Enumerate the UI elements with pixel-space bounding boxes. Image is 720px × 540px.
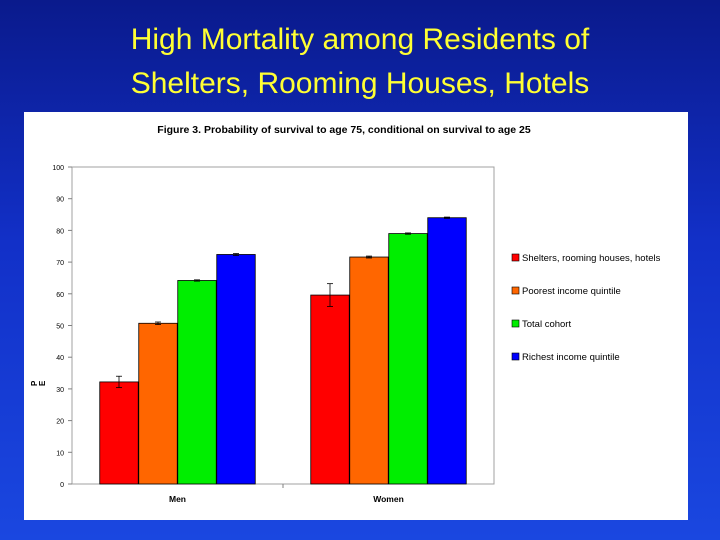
y-tick-label: 0 bbox=[60, 482, 64, 489]
bar bbox=[310, 294, 350, 485]
y-tick-label: 40 bbox=[56, 355, 64, 362]
y-tick-label: 70 bbox=[56, 260, 64, 267]
legend-label: Poorest income quintile bbox=[522, 286, 621, 297]
bar bbox=[99, 381, 139, 485]
bar bbox=[427, 217, 467, 485]
y-tick-label: 50 bbox=[56, 324, 64, 331]
legend-swatch bbox=[511, 352, 520, 361]
x-category-label: Men bbox=[169, 494, 186, 504]
slide-title: High Mortality among Residents of Shelte… bbox=[0, 18, 720, 106]
bar bbox=[388, 233, 428, 485]
y-tick-label: 60 bbox=[56, 292, 64, 299]
y-tick-label: 20 bbox=[56, 419, 64, 426]
chart-title: Figure 3. Probability of survival to age… bbox=[157, 124, 531, 136]
y-tick-label: 100 bbox=[52, 165, 64, 172]
y-tick-label: 80 bbox=[56, 228, 64, 235]
legend-label: Shelters, rooming houses, hotels bbox=[522, 253, 661, 264]
slide-title-line-2: Shelters, Rooming Houses, Hotels bbox=[130, 67, 590, 100]
y-tick-label: 30 bbox=[56, 387, 64, 394]
legend-swatch bbox=[511, 286, 520, 295]
slide-title-line-1: High Mortality among Residents of bbox=[130, 23, 590, 56]
x-category-label: Women bbox=[373, 494, 404, 504]
y-axis-label-sub: E bbox=[38, 380, 47, 386]
y-axis-label: P bbox=[30, 380, 39, 386]
legend-label: Richest income quintile bbox=[522, 352, 620, 363]
legend-swatch bbox=[511, 253, 520, 262]
figure-panel: Figure 3. Probability of survival to age… bbox=[24, 112, 688, 520]
bar-chart: Figure 3. Probability of survival to age… bbox=[30, 124, 661, 504]
bar bbox=[138, 322, 178, 485]
bar bbox=[349, 256, 389, 485]
bar bbox=[177, 280, 217, 485]
y-tick-label: 90 bbox=[56, 197, 64, 204]
y-tick-label: 10 bbox=[56, 450, 64, 457]
bar bbox=[216, 254, 256, 485]
legend-swatch bbox=[511, 319, 520, 328]
legend-label: Total cohort bbox=[522, 319, 571, 330]
